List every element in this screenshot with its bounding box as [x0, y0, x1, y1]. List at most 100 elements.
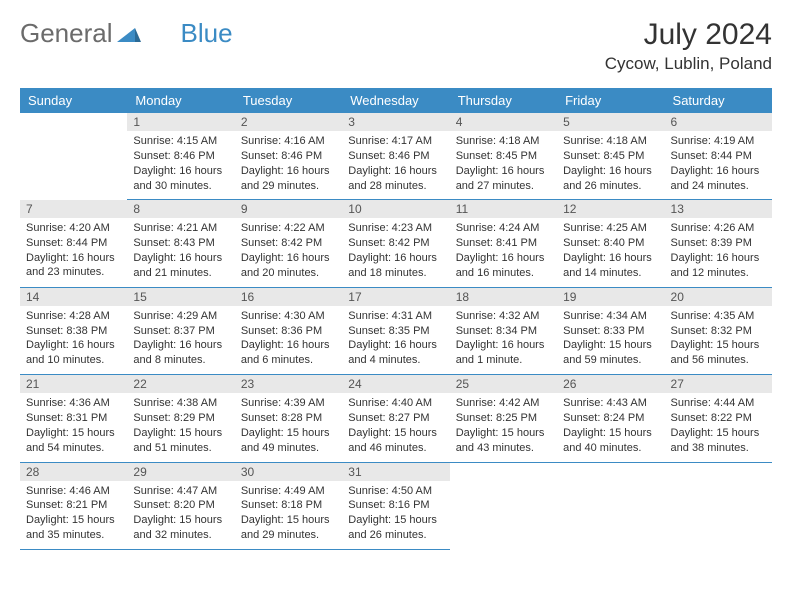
calendar-day-cell: 12Sunrise: 4:25 AMSunset: 8:40 PMDayligh…: [557, 200, 664, 287]
calendar-day-cell: 22Sunrise: 4:38 AMSunset: 8:29 PMDayligh…: [127, 375, 234, 462]
calendar-day-cell: [665, 462, 772, 549]
day-number: 3: [342, 113, 449, 131]
logo-triangle-icon: [117, 24, 141, 44]
calendar-day-cell: 14Sunrise: 4:28 AMSunset: 8:38 PMDayligh…: [20, 287, 127, 374]
day-number: 22: [127, 375, 234, 393]
day-number: 31: [342, 463, 449, 481]
calendar-week-row: 28Sunrise: 4:46 AMSunset: 8:21 PMDayligh…: [20, 462, 772, 549]
calendar-day-cell: 29Sunrise: 4:47 AMSunset: 8:20 PMDayligh…: [127, 462, 234, 549]
day-info: Sunrise: 4:43 AMSunset: 8:24 PMDaylight:…: [557, 393, 664, 461]
day-info: Sunrise: 4:39 AMSunset: 8:28 PMDaylight:…: [235, 393, 342, 461]
calendar-day-cell: [557, 462, 664, 549]
day-number: 10: [342, 200, 449, 218]
calendar-day-cell: 3Sunrise: 4:17 AMSunset: 8:46 PMDaylight…: [342, 113, 449, 200]
day-number: 23: [235, 375, 342, 393]
calendar-day-cell: 31Sunrise: 4:50 AMSunset: 8:16 PMDayligh…: [342, 462, 449, 549]
day-info: Sunrise: 4:24 AMSunset: 8:41 PMDaylight:…: [450, 218, 557, 286]
day-info: Sunrise: 4:35 AMSunset: 8:32 PMDaylight:…: [665, 306, 772, 374]
calendar-day-cell: 28Sunrise: 4:46 AMSunset: 8:21 PMDayligh…: [20, 462, 127, 549]
weekday-header: Thursday: [450, 88, 557, 113]
day-info: Sunrise: 4:34 AMSunset: 8:33 PMDaylight:…: [557, 306, 664, 374]
day-info: Sunrise: 4:32 AMSunset: 8:34 PMDaylight:…: [450, 306, 557, 374]
calendar-day-cell: 8Sunrise: 4:21 AMSunset: 8:43 PMDaylight…: [127, 200, 234, 287]
calendar-day-cell: 30Sunrise: 4:49 AMSunset: 8:18 PMDayligh…: [235, 462, 342, 549]
day-info: Sunrise: 4:23 AMSunset: 8:42 PMDaylight:…: [342, 218, 449, 286]
day-info: Sunrise: 4:18 AMSunset: 8:45 PMDaylight:…: [450, 131, 557, 199]
calendar-day-cell: 5Sunrise: 4:18 AMSunset: 8:45 PMDaylight…: [557, 113, 664, 200]
day-info: Sunrise: 4:29 AMSunset: 8:37 PMDaylight:…: [127, 306, 234, 374]
day-info: Sunrise: 4:26 AMSunset: 8:39 PMDaylight:…: [665, 218, 772, 286]
day-number: 12: [557, 200, 664, 218]
calendar-week-row: 1Sunrise: 4:15 AMSunset: 8:46 PMDaylight…: [20, 113, 772, 200]
day-info: Sunrise: 4:21 AMSunset: 8:43 PMDaylight:…: [127, 218, 234, 286]
day-info: Sunrise: 4:17 AMSunset: 8:46 PMDaylight:…: [342, 131, 449, 199]
weekday-header: Saturday: [665, 88, 772, 113]
day-info: Sunrise: 4:40 AMSunset: 8:27 PMDaylight:…: [342, 393, 449, 461]
day-info: Sunrise: 4:47 AMSunset: 8:20 PMDaylight:…: [127, 481, 234, 549]
calendar-day-cell: 1Sunrise: 4:15 AMSunset: 8:46 PMDaylight…: [127, 113, 234, 200]
weekday-header: Monday: [127, 88, 234, 113]
day-number: 21: [20, 375, 127, 393]
calendar-day-cell: 26Sunrise: 4:43 AMSunset: 8:24 PMDayligh…: [557, 375, 664, 462]
calendar-day-cell: 13Sunrise: 4:26 AMSunset: 8:39 PMDayligh…: [665, 200, 772, 287]
day-number: 14: [20, 288, 127, 306]
calendar-day-cell: 23Sunrise: 4:39 AMSunset: 8:28 PMDayligh…: [235, 375, 342, 462]
calendar-day-cell: 2Sunrise: 4:16 AMSunset: 8:46 PMDaylight…: [235, 113, 342, 200]
day-info: Sunrise: 4:19 AMSunset: 8:44 PMDaylight:…: [665, 131, 772, 199]
day-number: 2: [235, 113, 342, 131]
day-info: Sunrise: 4:28 AMSunset: 8:38 PMDaylight:…: [20, 306, 127, 374]
weekday-header: Sunday: [20, 88, 127, 113]
day-info: Sunrise: 4:42 AMSunset: 8:25 PMDaylight:…: [450, 393, 557, 461]
calendar-day-cell: 6Sunrise: 4:19 AMSunset: 8:44 PMDaylight…: [665, 113, 772, 200]
day-number: 20: [665, 288, 772, 306]
day-info: Sunrise: 4:50 AMSunset: 8:16 PMDaylight:…: [342, 481, 449, 549]
weekday-header-row: SundayMondayTuesdayWednesdayThursdayFrid…: [20, 88, 772, 113]
day-number: 13: [665, 200, 772, 218]
calendar-week-row: 14Sunrise: 4:28 AMSunset: 8:38 PMDayligh…: [20, 287, 772, 374]
calendar-day-cell: [450, 462, 557, 549]
day-info: Sunrise: 4:15 AMSunset: 8:46 PMDaylight:…: [127, 131, 234, 199]
day-number: 26: [557, 375, 664, 393]
day-number: 17: [342, 288, 449, 306]
calendar-day-cell: 20Sunrise: 4:35 AMSunset: 8:32 PMDayligh…: [665, 287, 772, 374]
day-number: 6: [665, 113, 772, 131]
day-number: 29: [127, 463, 234, 481]
day-info: Sunrise: 4:25 AMSunset: 8:40 PMDaylight:…: [557, 218, 664, 286]
day-number: 27: [665, 375, 772, 393]
weekday-header: Friday: [557, 88, 664, 113]
calendar-day-cell: 16Sunrise: 4:30 AMSunset: 8:36 PMDayligh…: [235, 287, 342, 374]
day-info: Sunrise: 4:20 AMSunset: 8:44 PMDaylight:…: [20, 218, 127, 286]
calendar-day-cell: 27Sunrise: 4:44 AMSunset: 8:22 PMDayligh…: [665, 375, 772, 462]
calendar-day-cell: 15Sunrise: 4:29 AMSunset: 8:37 PMDayligh…: [127, 287, 234, 374]
calendar-day-cell: 24Sunrise: 4:40 AMSunset: 8:27 PMDayligh…: [342, 375, 449, 462]
day-number: 24: [342, 375, 449, 393]
logo-text-1: General: [20, 18, 113, 49]
day-info: Sunrise: 4:44 AMSunset: 8:22 PMDaylight:…: [665, 393, 772, 461]
day-info: Sunrise: 4:46 AMSunset: 8:21 PMDaylight:…: [20, 481, 127, 549]
calendar-day-cell: 11Sunrise: 4:24 AMSunset: 8:41 PMDayligh…: [450, 200, 557, 287]
calendar-day-cell: 10Sunrise: 4:23 AMSunset: 8:42 PMDayligh…: [342, 200, 449, 287]
calendar-day-cell: 18Sunrise: 4:32 AMSunset: 8:34 PMDayligh…: [450, 287, 557, 374]
day-number: 19: [557, 288, 664, 306]
calendar-week-row: 7Sunrise: 4:20 AMSunset: 8:44 PMDaylight…: [20, 200, 772, 287]
day-number: 1: [127, 113, 234, 131]
calendar-day-cell: 4Sunrise: 4:18 AMSunset: 8:45 PMDaylight…: [450, 113, 557, 200]
calendar-day-cell: 7Sunrise: 4:20 AMSunset: 8:44 PMDaylight…: [20, 200, 127, 287]
day-number: 7: [20, 200, 127, 218]
calendar-week-row: 21Sunrise: 4:36 AMSunset: 8:31 PMDayligh…: [20, 375, 772, 462]
day-info: Sunrise: 4:31 AMSunset: 8:35 PMDaylight:…: [342, 306, 449, 374]
day-number: 25: [450, 375, 557, 393]
calendar-day-cell: 9Sunrise: 4:22 AMSunset: 8:42 PMDaylight…: [235, 200, 342, 287]
day-number: 16: [235, 288, 342, 306]
day-number: 18: [450, 288, 557, 306]
day-number: 4: [450, 113, 557, 131]
day-number: 9: [235, 200, 342, 218]
calendar-body: 1Sunrise: 4:15 AMSunset: 8:46 PMDaylight…: [20, 113, 772, 549]
day-info: Sunrise: 4:38 AMSunset: 8:29 PMDaylight:…: [127, 393, 234, 461]
day-number: 11: [450, 200, 557, 218]
calendar-table: SundayMondayTuesdayWednesdayThursdayFrid…: [20, 88, 772, 550]
day-info: Sunrise: 4:49 AMSunset: 8:18 PMDaylight:…: [235, 481, 342, 549]
day-info: Sunrise: 4:30 AMSunset: 8:36 PMDaylight:…: [235, 306, 342, 374]
day-number: 8: [127, 200, 234, 218]
logo-text-2: Blue: [181, 18, 233, 49]
